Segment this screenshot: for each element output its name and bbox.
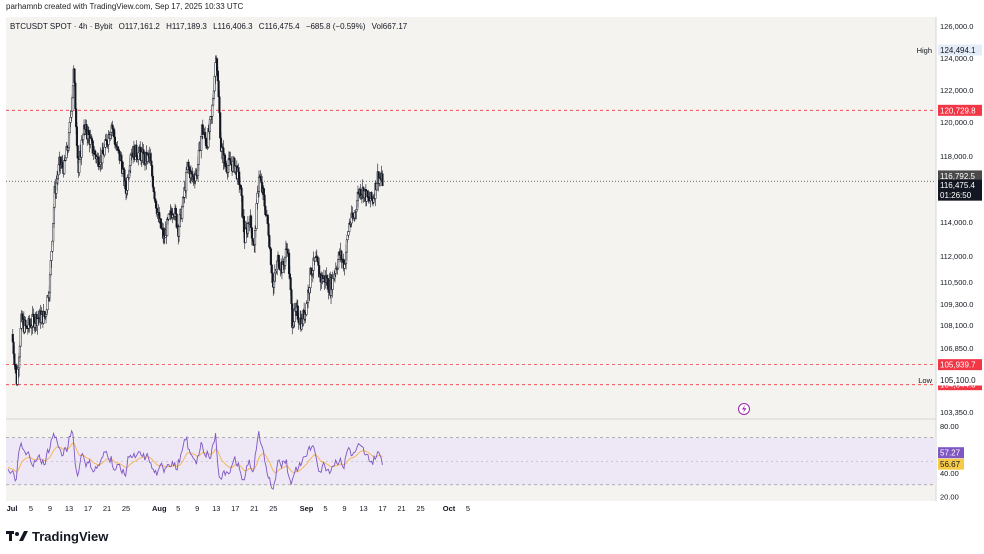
rsi-ma-value-badge-bg bbox=[938, 458, 964, 470]
chart-background bbox=[6, 17, 936, 501]
low-value-badge: 105,100.0 bbox=[940, 376, 976, 385]
rsi-ma-line bbox=[7, 442, 383, 474]
time-axis-tick-label: 5 bbox=[29, 504, 33, 513]
candle-body bbox=[254, 228, 257, 231]
price-axis-tick-label: 108,100.0 bbox=[940, 321, 973, 330]
rsi-value-badge: 57.27 bbox=[940, 449, 961, 458]
candle-body bbox=[75, 126, 78, 146]
legend-change: −685.8 (−0.59%) bbox=[305, 22, 366, 31]
legend-high: H117,189.3 bbox=[166, 22, 207, 31]
hline-price-badge-bg bbox=[938, 104, 982, 116]
last-price-badge-bg bbox=[938, 179, 982, 191]
candle-body bbox=[250, 215, 253, 228]
candle-body bbox=[151, 176, 154, 188]
time-axis-tick-label: 9 bbox=[342, 504, 346, 513]
rsi-axis-tick-label: 40.00 bbox=[940, 469, 959, 478]
high-value-badge-bg bbox=[938, 44, 982, 56]
time-axis-tick-label: Jul bbox=[7, 504, 18, 513]
candle-body bbox=[153, 191, 156, 200]
prev-close-badge: 116,792.5 bbox=[940, 172, 976, 181]
candle-body bbox=[48, 274, 52, 294]
candle-body bbox=[64, 157, 67, 161]
hline-price-badge: 120,729.8 bbox=[940, 106, 976, 115]
time-axis-tick-label: 25 bbox=[122, 504, 130, 513]
time-axis-tick-label: 21 bbox=[250, 504, 258, 513]
time-axis-tick-label: 25 bbox=[269, 504, 277, 513]
candle-body bbox=[316, 256, 319, 263]
price-axis-tick-label: 110,500.0 bbox=[940, 278, 973, 287]
chart-attribution: parhamnb created with TradingView.com, S… bbox=[6, 2, 244, 11]
time-axis-tick-label: 9 bbox=[48, 504, 52, 513]
price-axis-tick-label: 118,000.0 bbox=[940, 152, 973, 161]
time-axis-tick-label: 13 bbox=[212, 504, 220, 513]
price-axis-tick-label: 112,000.0 bbox=[940, 252, 973, 261]
rsi-axis-tick-label: 20.00 bbox=[940, 493, 959, 502]
price-axis-tick-label: 114,000.0 bbox=[940, 218, 973, 227]
time-axis-tick-label: Oct bbox=[443, 504, 456, 513]
candle-body bbox=[185, 171, 188, 192]
price-axis-tick-label: 126,000.0 bbox=[940, 22, 973, 31]
time-axis-tick-label: 9 bbox=[195, 504, 199, 513]
time-axis-tick-label: 17 bbox=[378, 504, 386, 513]
tradingview-footer: TradingView bbox=[6, 528, 108, 544]
time-axis-tick-label: 13 bbox=[65, 504, 73, 513]
countdown-badge-bg bbox=[938, 189, 982, 201]
price-axis-tick-label: 124,000.0 bbox=[940, 54, 973, 63]
price-axis-tick-label: 109,300.0 bbox=[940, 300, 973, 309]
time-axis-tick-label: 21 bbox=[103, 504, 111, 513]
candle-body bbox=[181, 206, 184, 219]
high-value-badge: 124,494.1 bbox=[940, 46, 976, 55]
candle-body bbox=[381, 173, 384, 186]
candle-body bbox=[177, 226, 181, 237]
time-axis-tick-label: 5 bbox=[176, 504, 180, 513]
legend-volume: Vol667.17 bbox=[371, 22, 408, 31]
time-axis-tick-label: 5 bbox=[323, 504, 327, 513]
time-axis-tick-label: 25 bbox=[416, 504, 424, 513]
legend-close: C116,475.4 bbox=[258, 22, 300, 31]
last-price-badge: 116,475.4 bbox=[940, 181, 976, 190]
candle-body bbox=[264, 205, 267, 216]
rsi-axis-tick-label: 80.00 bbox=[940, 422, 959, 431]
candle-body bbox=[240, 187, 243, 196]
legend-open: O117,161.2 bbox=[118, 22, 160, 31]
hline-price-badge: 105,939.7 bbox=[940, 361, 976, 370]
legend-low: L116,406.3 bbox=[213, 22, 253, 31]
price-axis-tick-label: 103,350.0 bbox=[940, 408, 973, 417]
price-axis-tick-label: 106,850.0 bbox=[940, 344, 973, 353]
ohlc-legend: BTCUSDT SPOT · 4h · Bybit O117,161.2 H11… bbox=[10, 22, 407, 31]
candle-body bbox=[71, 97, 74, 112]
candle-body bbox=[63, 160, 66, 174]
time-axis-tick-label: 17 bbox=[231, 504, 239, 513]
price-axis-tick-label: 120,000.0 bbox=[940, 118, 973, 127]
hline-price-badge-bg bbox=[938, 359, 982, 371]
time-axis-tick-label: 13 bbox=[359, 504, 367, 513]
time-axis-tick-label: 5 bbox=[466, 504, 470, 513]
time-axis-tick-label: Sep bbox=[300, 504, 314, 513]
candle-body bbox=[44, 314, 48, 317]
tradingview-brand: TradingView bbox=[32, 528, 109, 544]
time-axis-tick-label: 21 bbox=[397, 504, 405, 513]
high-label: High bbox=[917, 46, 932, 55]
low-value-badge-bg bbox=[938, 374, 982, 386]
candle-body bbox=[19, 328, 22, 347]
candle-body bbox=[18, 345, 21, 358]
time-axis-tick-label: Aug bbox=[152, 504, 167, 513]
time-axis-tick-label: 17 bbox=[84, 504, 92, 513]
prev-close-badge-bg bbox=[938, 170, 982, 182]
rsi-value-badge-bg bbox=[938, 447, 964, 459]
rsi-ma-value-badge: 56.67 bbox=[940, 460, 961, 469]
legend-symbol[interactable]: BTCUSDT SPOT · 4h · Bybit bbox=[10, 22, 113, 31]
rsi-line bbox=[7, 429, 383, 490]
countdown-badge: 01:26:50 bbox=[940, 191, 972, 200]
price-axis-tick-label: 122,000.0 bbox=[940, 86, 973, 95]
candle-body bbox=[289, 277, 292, 291]
low-label: Low bbox=[918, 376, 932, 385]
candle-body bbox=[197, 150, 200, 165]
lightning-bolt-icon bbox=[742, 405, 747, 413]
tradingview-logo-icon bbox=[6, 530, 28, 542]
